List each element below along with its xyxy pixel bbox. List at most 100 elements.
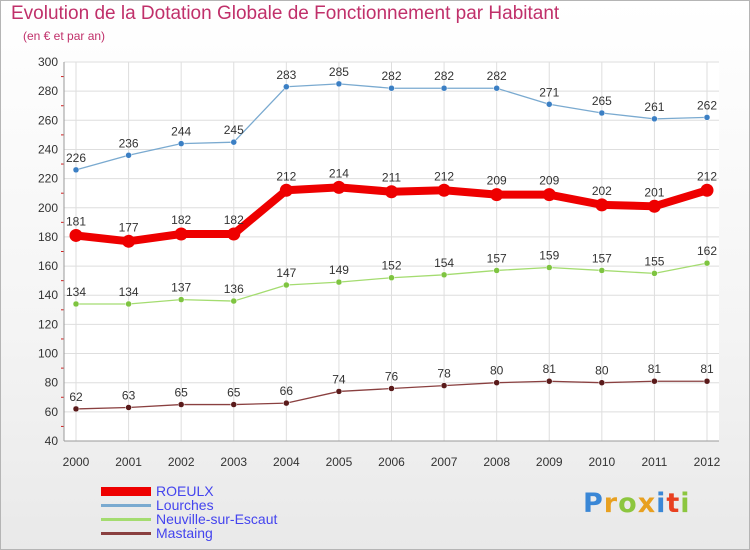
- x-tick-label: 2012: [694, 455, 721, 469]
- data-label-neuville-sur-escaut: 136: [224, 282, 244, 296]
- data-label-mastaing: 80: [595, 364, 609, 378]
- data-point-roeulx: [227, 227, 241, 241]
- data-label-neuville-sur-escaut: 134: [66, 285, 86, 299]
- data-point-mastaing: [598, 379, 606, 386]
- data-point-neuville-sur-escaut: [598, 267, 606, 274]
- data-point-lourches: [493, 84, 500, 92]
- data-label-roeulx: 214: [329, 166, 349, 180]
- x-tick-label: 2001: [115, 455, 142, 469]
- x-tick-label: 2008: [483, 455, 510, 469]
- data-label-lourches: 285: [329, 65, 349, 79]
- data-label-neuville-sur-escaut: 155: [644, 254, 664, 268]
- y-tick-label: 80: [45, 376, 59, 390]
- y-tick-label: 180: [38, 230, 58, 244]
- x-tick-label: 2005: [326, 455, 353, 469]
- data-point-lourches: [177, 140, 185, 147]
- data-label-roeulx: 212: [697, 169, 717, 183]
- data-point-neuville-sur-escaut: [125, 300, 132, 308]
- data-point-neuville-sur-escaut: [335, 278, 343, 286]
- data-label-lourches: 283: [276, 68, 296, 82]
- y-tick-label: 40: [45, 434, 59, 448]
- logo-letter: P: [583, 488, 604, 519]
- data-label-lourches: 226: [66, 151, 86, 165]
- legend-swatch: [101, 531, 151, 535]
- data-label-lourches: 282: [487, 69, 507, 83]
- data-point-lourches: [440, 84, 448, 92]
- data-label-mastaing: 76: [385, 370, 399, 384]
- data-label-roeulx: 177: [119, 220, 139, 234]
- data-point-roeulx: [490, 188, 504, 202]
- legend-label: Lourches: [156, 497, 214, 513]
- chart-title: Evolution de la Dotation Globale de Fonc…: [11, 3, 560, 24]
- data-point-lourches: [546, 101, 553, 108]
- data-point-mastaing: [335, 388, 343, 395]
- data-point-neuville-sur-escaut: [493, 267, 500, 274]
- data-point-neuville-sur-escaut: [230, 297, 237, 305]
- data-label-neuville-sur-escaut: 157: [592, 251, 612, 265]
- data-label-neuville-sur-escaut: 162: [697, 244, 717, 258]
- data-label-lourches: 262: [697, 98, 717, 112]
- data-label-neuville-sur-escaut: 137: [171, 281, 191, 295]
- x-tick-label: 2009: [536, 455, 563, 469]
- legend-swatch: [101, 517, 151, 521]
- data-point-mastaing: [388, 385, 395, 392]
- data-point-lourches: [230, 138, 237, 146]
- x-tick-label: 2003: [220, 455, 247, 469]
- data-point-neuville-sur-escaut: [388, 274, 395, 281]
- x-tick-label: 2011: [642, 455, 668, 469]
- data-point-mastaing: [703, 377, 711, 385]
- data-point-roeulx: [279, 183, 293, 197]
- y-tick-label: 200: [38, 201, 58, 215]
- data-label-lourches: 282: [381, 69, 401, 83]
- x-tick-label: 2007: [431, 455, 458, 469]
- data-label-neuville-sur-escaut: 154: [434, 256, 454, 270]
- data-label-lourches: 261: [644, 100, 664, 114]
- y-tick-label: 60: [45, 405, 59, 419]
- data-point-roeulx: [700, 183, 714, 197]
- data-point-lourches: [72, 166, 80, 174]
- data-label-roeulx: 212: [276, 169, 296, 183]
- data-label-mastaing: 65: [227, 386, 241, 400]
- data-point-neuville-sur-escaut: [72, 300, 80, 308]
- data-point-mastaing: [230, 401, 237, 408]
- proxiti-logo: Proxiti: [583, 488, 691, 519]
- data-label-mastaing: 81: [543, 362, 557, 376]
- x-tick-label: 2006: [378, 455, 405, 469]
- logo-letter: i: [680, 488, 691, 519]
- data-label-lourches: 271: [539, 85, 559, 99]
- x-tick-label: 2000: [63, 455, 90, 469]
- y-tick-label: 300: [38, 55, 58, 69]
- data-label-neuville-sur-escaut: 134: [119, 285, 139, 299]
- logo-letter: x: [637, 488, 657, 519]
- data-point-mastaing: [493, 379, 500, 386]
- logo-letter: o: [618, 488, 638, 519]
- y-tick-label: 280: [38, 84, 58, 98]
- data-point-neuville-sur-escaut: [440, 271, 448, 279]
- data-label-mastaing: 81: [700, 362, 714, 376]
- data-label-roeulx: 182: [224, 213, 244, 227]
- data-label-roeulx: 211: [382, 171, 401, 185]
- data-label-neuville-sur-escaut: 147: [276, 266, 296, 280]
- data-label-roeulx: 182: [171, 213, 191, 227]
- data-point-neuville-sur-escaut: [177, 296, 185, 303]
- data-point-neuville-sur-escaut: [703, 259, 711, 267]
- x-tick-label: 2010: [588, 455, 615, 469]
- data-label-neuville-sur-escaut: 152: [381, 259, 401, 273]
- data-label-roeulx: 212: [434, 169, 454, 183]
- data-point-mastaing: [440, 382, 448, 389]
- data-point-lourches: [703, 114, 711, 121]
- data-point-mastaing: [177, 401, 185, 408]
- data-label-mastaing: 80: [490, 364, 504, 378]
- data-label-lourches: 282: [434, 69, 454, 83]
- y-tick-label: 240: [38, 142, 58, 156]
- data-label-roeulx: 209: [487, 174, 507, 188]
- y-tick-label: 140: [38, 288, 58, 302]
- data-point-mastaing: [125, 404, 132, 411]
- y-tick-label: 120: [38, 317, 58, 331]
- data-label-neuville-sur-escaut: 157: [487, 251, 507, 265]
- data-point-neuville-sur-escaut: [651, 270, 658, 277]
- y-tick-label: 100: [38, 347, 58, 361]
- data-label-mastaing: 74: [332, 372, 346, 386]
